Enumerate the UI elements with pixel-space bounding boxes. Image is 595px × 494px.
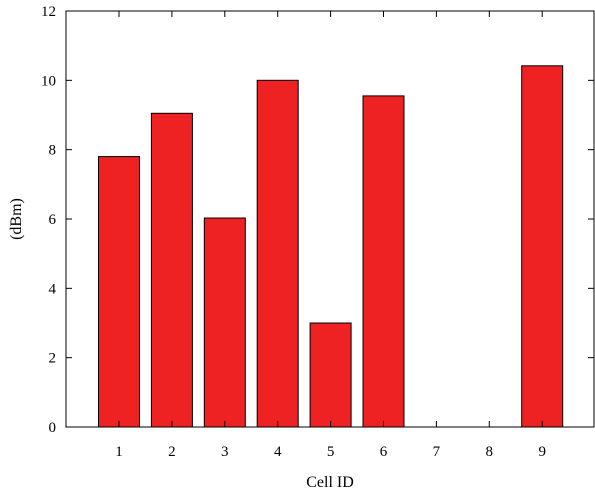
bar-cell-1: [98, 156, 140, 428]
x-tick-label-5: 5: [327, 444, 335, 460]
y-tick-label-2: 2: [49, 351, 57, 367]
x-tick-label-6: 6: [380, 444, 388, 460]
y-tick-label-6: 6: [49, 212, 57, 228]
x-tick-label-7: 7: [433, 444, 441, 460]
bar-cell-4: [256, 79, 299, 428]
ticks-layer: [66, 10, 594, 428]
y-tick-label-10: 10: [41, 73, 56, 89]
y-tick-label-4: 4: [49, 281, 57, 297]
bar-cell-6: [362, 95, 405, 428]
x-tick-label-4: 4: [274, 444, 282, 460]
bar-cell-2: [150, 112, 193, 428]
bar-cell-5: [309, 322, 352, 428]
y-axis-title: (dBm): [8, 198, 25, 240]
bar-cell-3: [203, 217, 246, 428]
x-tick-label-2: 2: [168, 444, 176, 460]
x-tick-label-8: 8: [486, 444, 494, 460]
x-axis-title: Cell ID: [306, 474, 354, 491]
y-tick-label-0: 0: [49, 420, 57, 436]
y-tick-label-8: 8: [49, 143, 57, 159]
x-tick-label-3: 3: [221, 444, 229, 460]
bar-cell-9: [521, 65, 564, 428]
y-tick-label-12: 12: [41, 4, 56, 20]
x-tick-label-1: 1: [115, 444, 123, 460]
bars-layer: [98, 65, 564, 428]
x-tick-label-9: 9: [538, 444, 546, 460]
